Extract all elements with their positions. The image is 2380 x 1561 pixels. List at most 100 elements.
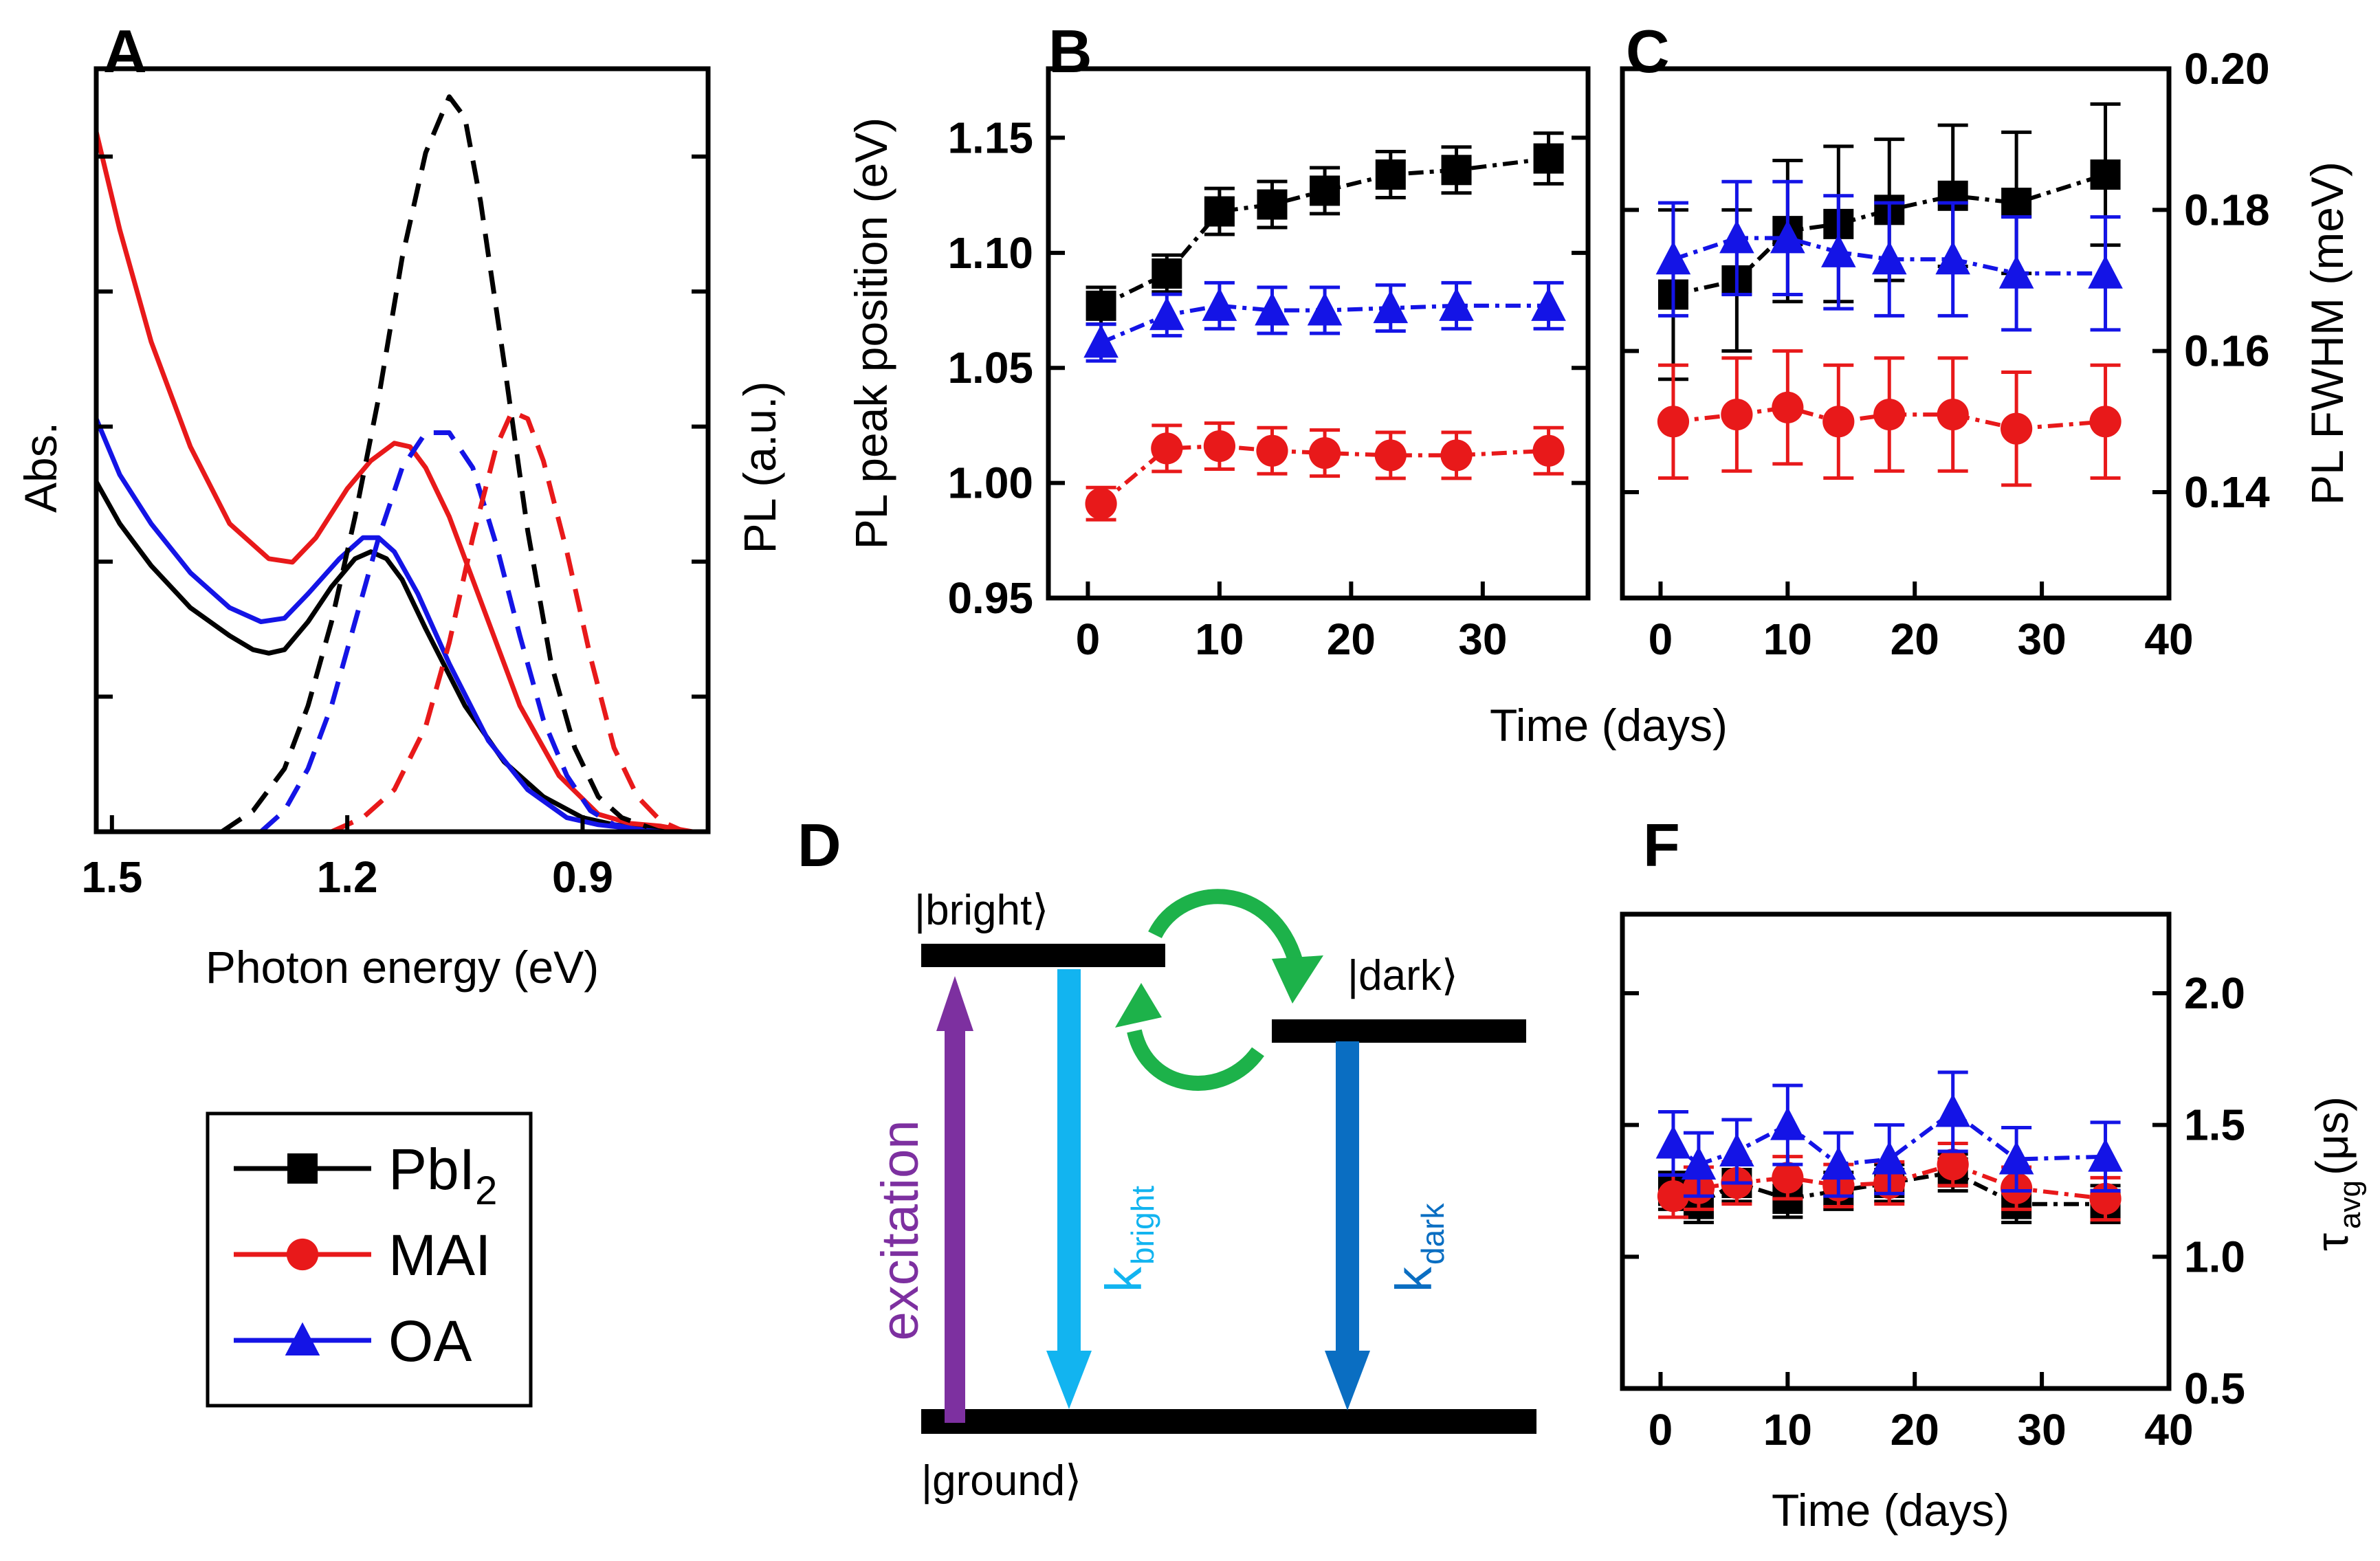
k-dark-sub: dark (1415, 1203, 1451, 1265)
x-tick-label: 0 (1649, 1405, 1673, 1454)
x-tick-label: 0 (1649, 615, 1673, 664)
data-point-pbi2 (2001, 188, 2032, 219)
k-dark-label: k dark (1385, 1203, 1451, 1292)
x-tick-label: 10 (1195, 615, 1244, 664)
data-point-oa (1770, 1107, 1805, 1140)
excitation-arrow-head (936, 976, 973, 1031)
data-point-mai (1657, 406, 1690, 438)
x-tick-label-a: 1.5 (81, 852, 142, 902)
data-point-mai (1151, 432, 1183, 465)
plot-frame-b (1046, 66, 1591, 601)
y-axis-title-b: PL peak position (eV) (846, 118, 896, 550)
x-tick-label: 10 (1763, 1405, 1812, 1454)
y-tick-label: 1.0 (2184, 1232, 2245, 1281)
plot-frame-f (1620, 911, 2172, 1391)
data-point-oa (1935, 241, 1970, 275)
panel-f: F 0 10 20 30 400.5 1.0 1.5 2.0 Time (days) τ av… (1620, 811, 2367, 1536)
panel-label-f: F (1643, 811, 1680, 879)
data-point-oa (1202, 287, 1237, 321)
data-point-oa (1770, 220, 1805, 254)
curve-mai-pl (330, 409, 686, 832)
y-axis-title-f-sub: avg (2333, 1180, 2367, 1229)
series-c (1655, 102, 2123, 487)
data-point-oa (1655, 241, 1691, 275)
data-point-oa (1531, 287, 1566, 321)
data-point-mai (1772, 391, 1804, 423)
x-tick-label: 10 (1763, 615, 1812, 664)
data-point-pbi2 (1204, 196, 1235, 227)
data-point-pbi2 (1533, 143, 1564, 174)
legend-marker-oa (285, 1322, 320, 1355)
transfer-arrow-dark-to-bright (1127, 1029, 1264, 1091)
k-bright-arrow-shaft (1057, 969, 1081, 1354)
y-tick-label: 0.18 (2184, 185, 2270, 234)
x-tick-label: 0 (1076, 615, 1101, 664)
data-point-oa (1655, 1125, 1691, 1159)
x-tick-label: 30 (2018, 1405, 2067, 1454)
bright-level (921, 944, 1165, 967)
ground-level (921, 1409, 1536, 1434)
curve-pbi2-pl (220, 94, 662, 832)
data-point-mai (1256, 434, 1288, 467)
k-dark-main: k (1385, 1266, 1442, 1292)
panel-c: C 0 10 20 30 40 0.14 0.16 0.18 0.20 PL FWHM (meV… (1620, 17, 2353, 664)
panel-label-c: C (1626, 17, 1670, 85)
panel-label-d: D (797, 811, 841, 879)
data-point-mai (1937, 398, 1969, 431)
data-point-oa (1149, 296, 1185, 331)
curve-oa-abs (96, 417, 693, 832)
transfer-arrowhead-to-dark (1272, 955, 1323, 1004)
x-tick-label: 40 (2144, 615, 2193, 664)
y-axis-title-f-tau: τ (2306, 1233, 2357, 1251)
data-point-pbi2 (1257, 189, 1288, 220)
y-tick-label: 0.95 (947, 573, 1033, 623)
panel-label-a: A (103, 17, 147, 85)
legend-label-pbi2: PbI2 (388, 1137, 497, 1213)
data-point-pbi2 (1086, 290, 1116, 321)
x-axis-title-f: Time (days) (1772, 1485, 2009, 1536)
data-point-oa (2088, 1138, 2123, 1172)
series-line-oa (1100, 303, 1549, 345)
dark-state-label: |dark⟩ (1347, 952, 1458, 999)
data-point-oa (1871, 1141, 1907, 1175)
x-tick-label: 20 (1891, 1405, 1939, 1454)
axes-f: 0 10 20 30 400.5 1.0 1.5 2.0 (1622, 968, 2245, 1454)
transfer-arrowhead-to-bright (1115, 983, 1162, 1028)
k-dark-arrow-head (1325, 1351, 1370, 1410)
data-point-oa (1935, 1094, 1970, 1127)
y-axis-title-f: τ avg (μs) (2306, 1096, 2367, 1251)
transfer-arrow-bright-to-dark (1148, 889, 1303, 965)
curve-mai-abs (96, 131, 693, 832)
data-point-oa (1821, 234, 1856, 267)
series-f (1655, 1070, 2123, 1224)
data-point-mai (2001, 412, 2033, 445)
y-tick-label: 0.16 (2184, 326, 2270, 376)
k-bright-sub: bright (1125, 1186, 1160, 1265)
series-b (1083, 131, 1566, 522)
data-point-mai (1532, 434, 1565, 467)
y-tick-label: 0.20 (2184, 44, 2270, 93)
k-dark-arrow-shaft (1336, 1041, 1359, 1354)
x-tick-label: 30 (1458, 615, 1507, 664)
data-point-pbi2 (1310, 175, 1341, 206)
curve-pbi2-abs (96, 480, 701, 832)
y-axis-title-pl: PL (a.u.) (734, 381, 785, 554)
legend: PbI2 MAI OA (206, 1111, 533, 1408)
axes-a: 1.5 1.2 0.9 (81, 154, 708, 902)
data-point-mai (1440, 439, 1473, 472)
legend-marker-mai (286, 1238, 319, 1271)
data-point-mai (1374, 439, 1407, 472)
data-point-oa (1307, 292, 1343, 326)
legend-frame (206, 1111, 533, 1408)
x-axis-title-bc: Time (days) (1490, 700, 1728, 751)
data-point-mai (1937, 1149, 1969, 1181)
panel-a: A 1.5 1.2 0.9 Photon energy (eV) Abs. PL (… (15, 17, 785, 993)
y-axis-title-f-unit: (μs) (2306, 1096, 2357, 1175)
y-tick-label: 2.0 (2184, 968, 2245, 1018)
panel-label-b: B (1048, 17, 1092, 85)
data-point-mai (1873, 398, 1906, 431)
data-point-oa (1083, 324, 1119, 358)
y-tick-label: 1.5 (2184, 1100, 2245, 1150)
x-axis-title-a: Photon energy (eV) (206, 942, 599, 993)
